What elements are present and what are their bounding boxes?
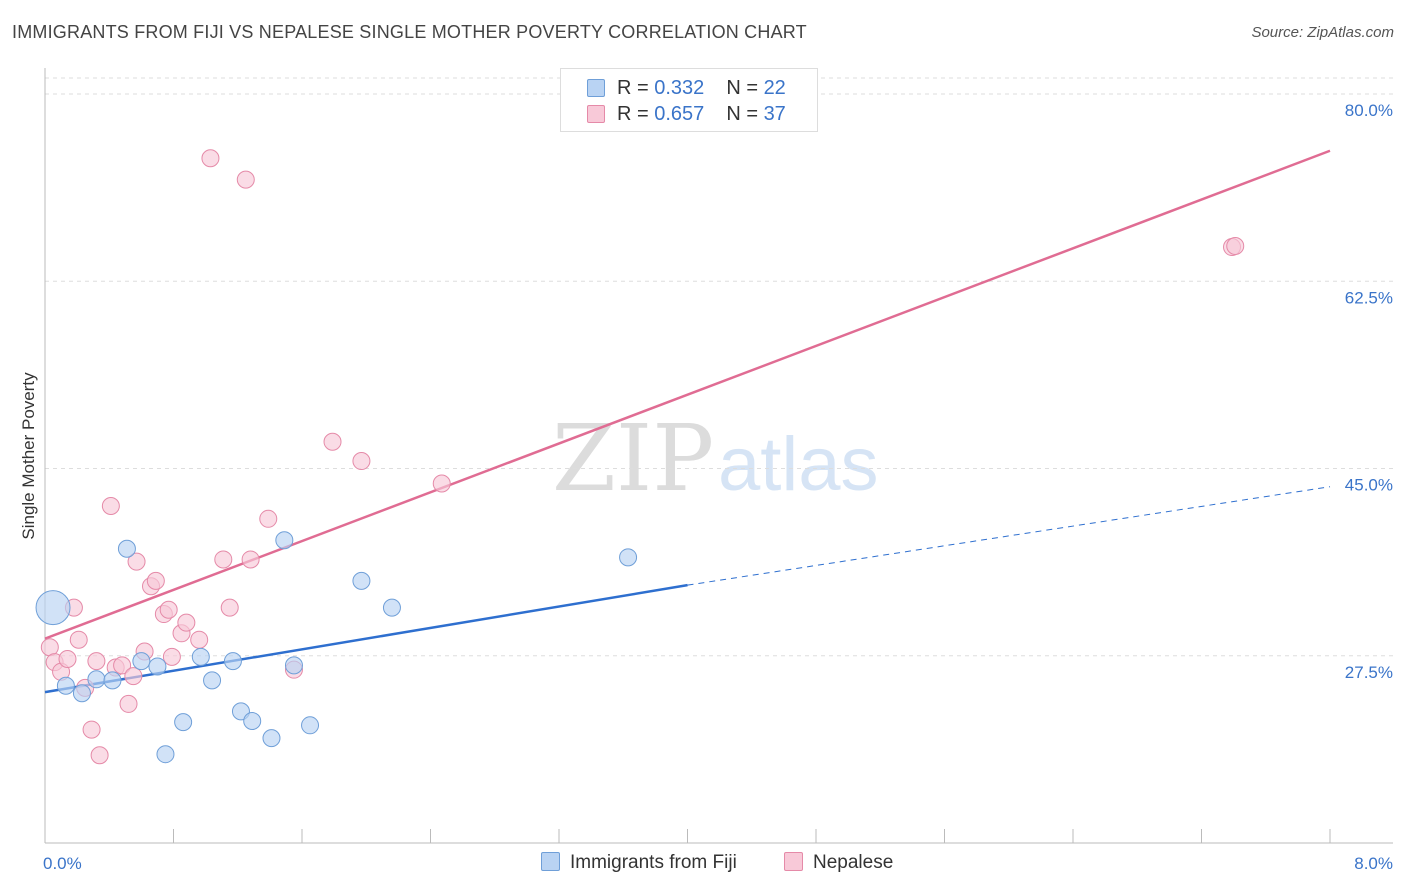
x-tick-label: 8.0% — [1354, 854, 1393, 873]
legend-r-label: R = — [617, 77, 655, 99]
nepal-point — [146, 571, 165, 590]
legend-r-value-fiji: 0.332 — [654, 77, 705, 99]
watermark-atlas: atlas — [718, 422, 879, 507]
fiji-point — [243, 712, 262, 731]
fiji-point — [117, 539, 136, 558]
fiji-point — [132, 652, 151, 671]
nepal-point — [177, 613, 196, 632]
fiji-trend-line — [44, 583, 688, 694]
legend-n-value-nepal: 37 — [763, 103, 786, 125]
fiji-point — [262, 729, 281, 748]
x-tick-label: 0.0% — [43, 854, 82, 873]
nepal-point — [113, 656, 132, 675]
fiji-point — [72, 684, 91, 703]
y-tick-label: 62.5% — [1345, 288, 1393, 307]
y-axis-label: Single Mother Poverty — [19, 372, 38, 540]
bottom-legend-fiji: Immigrants from Fiji — [541, 852, 737, 874]
fiji-point — [275, 531, 294, 550]
fiji-point — [284, 656, 303, 675]
legend-swatch-fiji — [587, 79, 605, 97]
bottom-legend-swatch-fiji — [541, 852, 560, 871]
nepal-point — [127, 552, 146, 571]
fiji-point — [191, 647, 210, 666]
y-tick-label: 80.0% — [1345, 101, 1393, 120]
legend-n-value-fiji: 22 — [763, 77, 786, 99]
y-tick-label: 45.0% — [1345, 476, 1393, 495]
fiji-point — [156, 745, 175, 764]
correlation-legend: R = 0.332 N = 22 R = 0.657 N = 37 — [560, 68, 818, 132]
data-points — [35, 149, 1245, 765]
grid-lines — [45, 77, 1393, 657]
legend-r-label: R = — [617, 103, 655, 125]
nepal-point — [241, 550, 260, 569]
bottom-legend-label-fiji: Immigrants from Fiji — [570, 852, 737, 873]
nepal-point — [82, 720, 101, 739]
nepal-point — [259, 509, 278, 528]
fiji-point — [35, 590, 71, 626]
nepal-point — [58, 649, 77, 668]
bottom-legend-swatch-nepal — [784, 852, 803, 871]
nepal-point — [323, 432, 342, 451]
bottom-legend-nepal: Nepalese — [784, 852, 893, 874]
legend-swatch-nepal — [587, 105, 605, 123]
fiji-point — [352, 571, 371, 590]
watermark: ZIP atlas — [552, 405, 879, 512]
fiji-point — [223, 652, 242, 671]
nepal-trend-line — [44, 149, 1331, 640]
nepal-point — [90, 746, 109, 765]
nepal-point — [214, 550, 233, 569]
tick-labels: 27.5% 45.0% 62.5% 80.0% 0.0% 8.0% — [43, 101, 1393, 873]
fiji-point — [148, 657, 167, 676]
fiji-point — [174, 713, 193, 732]
nepal-point — [352, 452, 371, 471]
fiji-point — [382, 598, 401, 617]
nepal-point — [124, 667, 143, 686]
nepal-point — [159, 600, 178, 619]
legend-r-value-nepal: 0.657 — [654, 103, 705, 125]
fiji-point — [203, 671, 222, 690]
legend-row-fiji: R = 0.332 N = 22 — [587, 77, 786, 100]
axes — [44, 68, 1393, 844]
fiji-point — [301, 716, 320, 735]
nepal-point — [201, 149, 220, 168]
fiji-point — [87, 670, 106, 689]
fiji-point — [619, 548, 638, 567]
nepal-point — [1226, 236, 1245, 255]
nepal-point — [162, 647, 181, 666]
y-tick-label: 27.5% — [1345, 663, 1393, 682]
fiji-point — [103, 671, 122, 690]
legend-n-label: N = — [726, 103, 764, 125]
watermark-zip: ZIP — [552, 405, 714, 512]
legend-row-nepal: R = 0.657 N = 37 — [587, 103, 786, 126]
nepal-point — [119, 694, 138, 713]
nepal-point — [87, 652, 106, 671]
bottom-legend-label-nepal: Nepalese — [813, 852, 894, 873]
nepal-point — [220, 598, 239, 617]
nepal-point — [40, 638, 59, 657]
nepal-point — [101, 496, 120, 515]
nepal-point — [432, 474, 451, 493]
chart-title: IMMIGRANTS FROM FIJI VS NEPALESE SINGLE … — [12, 22, 807, 42]
nepal-point — [190, 630, 209, 649]
legend-n-label: N = — [726, 77, 764, 99]
nepal-point — [69, 630, 88, 649]
source-credit: Source: ZipAtlas.com — [1251, 24, 1394, 41]
fiji-point — [56, 676, 75, 695]
fiji-trend-extension — [687, 486, 1331, 586]
nepal-point — [236, 170, 255, 189]
